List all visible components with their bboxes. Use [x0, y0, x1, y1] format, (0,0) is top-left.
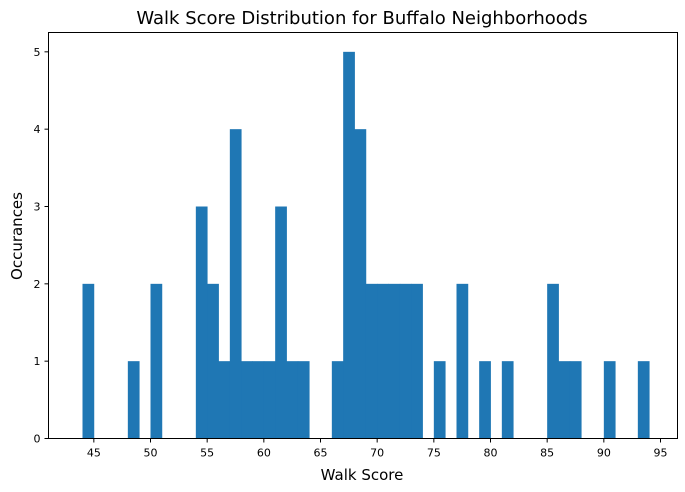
- histogram-bar-60: [263, 361, 276, 439]
- y-axis-ticks: 0 1 2 3 4 5: [34, 46, 49, 446]
- histogram-bar-72: [399, 283, 412, 439]
- histogram-bar-90: [603, 361, 616, 439]
- histogram-bar-85: [547, 283, 559, 439]
- histogram-bar-71: [388, 283, 401, 439]
- x-tick-label-80: 80: [484, 447, 498, 460]
- histogram-bar-68: [354, 129, 367, 439]
- histogram-bar-75: [433, 361, 446, 439]
- histogram-bar-69: [365, 283, 378, 439]
- histogram-bar-73: [411, 283, 423, 439]
- x-tick-label-95: 95: [654, 447, 668, 460]
- y-tick-label-0: 0: [34, 433, 41, 446]
- histogram-bar-61: [275, 206, 287, 439]
- histogram-bar-77: [456, 283, 469, 439]
- histogram-bar-55: [207, 283, 219, 439]
- histogram-bar-70: [377, 283, 389, 439]
- histogram-bar-50: [150, 283, 163, 439]
- y-tick-label-3: 3: [34, 201, 41, 214]
- histogram-bar-62: [286, 361, 299, 439]
- histogram-bar-93: [637, 361, 650, 439]
- x-tick-label-55: 55: [200, 447, 214, 460]
- plot-area-frame: [48, 32, 678, 439]
- histogram-bar-79: [479, 361, 491, 439]
- y-tick-label-1: 1: [34, 355, 41, 368]
- histogram-bar-57: [229, 129, 242, 439]
- chart-title: Walk Score Distribution for Buffalo Neig…: [136, 8, 587, 29]
- histogram-bar-86: [558, 361, 571, 439]
- x-tick-label-70: 70: [370, 447, 384, 460]
- x-tick-label-90: 90: [597, 447, 611, 460]
- histogram-bar-87: [569, 361, 582, 439]
- x-axis-label: Walk Score: [321, 466, 404, 484]
- histogram-bar-48: [127, 361, 140, 439]
- y-axis-label: Occurances: [8, 192, 26, 280]
- histogram-bar-58: [241, 361, 253, 439]
- x-axis-ticks: 45 50 55 60 65 70 75 80 85 90 95: [87, 438, 668, 460]
- histogram-bar-67: [343, 51, 355, 439]
- y-tick-label-2: 2: [34, 278, 41, 291]
- x-tick-label-60: 60: [257, 447, 271, 460]
- x-tick-label-45: 45: [87, 447, 101, 460]
- y-tick-label-4: 4: [34, 123, 41, 136]
- histogram-bar-63: [297, 361, 310, 439]
- x-tick-label-65: 65: [314, 447, 328, 460]
- histogram-bar-81: [501, 361, 514, 439]
- bars-group: [82, 51, 650, 439]
- histogram-bar-66: [331, 361, 344, 439]
- x-tick-label-50: 50: [144, 447, 158, 460]
- y-tick-label-5: 5: [34, 46, 41, 59]
- histogram-bar-56: [218, 361, 231, 439]
- x-tick-label-85: 85: [540, 447, 554, 460]
- x-tick-label-75: 75: [427, 447, 441, 460]
- histogram-bar-44: [82, 283, 95, 439]
- histogram-bar-59: [252, 361, 265, 439]
- histogram-bar-54: [195, 206, 208, 439]
